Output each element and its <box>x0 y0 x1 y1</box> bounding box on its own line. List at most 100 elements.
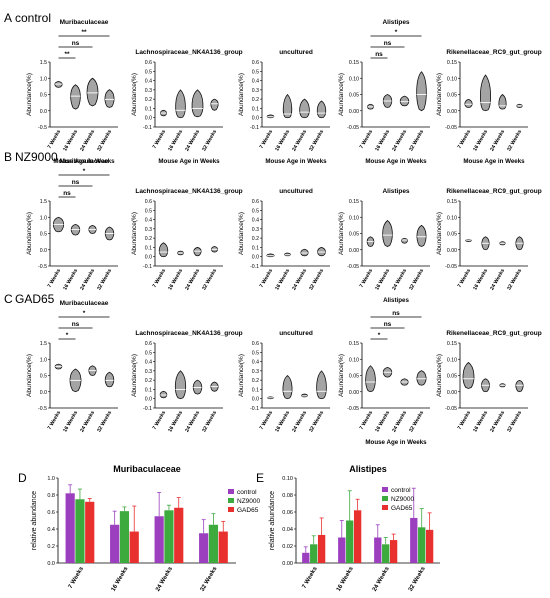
y-tick-label: -0.1 <box>143 264 152 270</box>
violin-mark <box>299 98 310 119</box>
x-tick-label: 7 Weeks <box>359 129 375 150</box>
y-axis-label: Abundance(%) <box>26 212 33 255</box>
x-tick-label: 16 Weeks <box>167 268 184 291</box>
y-axis-label: Abundance(%) <box>238 212 245 255</box>
y-tick-label: -0.1 <box>250 406 259 412</box>
y-tick-label: 1.0 <box>40 357 47 363</box>
y-tick-label: 0.3 <box>252 227 259 233</box>
x-tick-label: 7 Weeks <box>152 129 168 150</box>
y-tick-label: 0.15 <box>349 341 359 347</box>
panel-group-label: NZ9000 <box>15 150 58 164</box>
y-tick-label: -0.1 <box>250 264 259 270</box>
violin-mark <box>498 93 507 110</box>
bar-mark <box>317 534 326 563</box>
significance-label: ns <box>384 40 392 47</box>
violin-mark <box>86 77 99 107</box>
x-tick-label: 7 Weeks <box>457 410 473 431</box>
panel-group-label: GAD65 <box>15 292 55 306</box>
x-tick-label: 24 Weeks <box>489 410 506 433</box>
significance-label: ns <box>384 321 392 328</box>
legend-label: control <box>391 487 411 494</box>
y-tick-label: 0.0 <box>252 397 259 403</box>
x-tick-label: 16 Weeks <box>336 565 355 592</box>
x-tick-label: 16 Weeks <box>472 129 489 152</box>
legend-swatch <box>228 498 234 503</box>
x-tick-label: 16 Weeks <box>472 410 489 433</box>
x-tick-label: 32 Weeks <box>506 268 523 291</box>
bar-mark <box>119 511 130 563</box>
y-tick-label: 0.0 <box>145 397 152 403</box>
y-tick-label: -0.1 <box>250 125 259 131</box>
x-tick-label: 32 Weeks <box>506 129 523 152</box>
y-tick-label: 0.5 <box>145 350 152 356</box>
y-tick-label: 0.5 <box>145 69 152 75</box>
legend-label: NZ9000 <box>237 498 261 505</box>
legend-label: GAD65 <box>391 505 413 512</box>
significance-label: ns <box>63 190 71 197</box>
x-axis-label: Mouse Age in Weeks <box>365 158 427 165</box>
y-tick-label: 0.15 <box>349 199 359 205</box>
significance-label: ns <box>72 40 80 47</box>
x-tick-label: 24 Weeks <box>184 129 201 152</box>
x-tick-label: 7 Weeks <box>259 410 275 431</box>
panel-letter: C <box>4 292 13 306</box>
x-tick-label: 24 Weeks <box>391 268 408 291</box>
bar-mark <box>382 544 390 563</box>
subplot-title: Muribaculaceae <box>60 19 109 26</box>
bar-mark <box>374 537 382 563</box>
violin-mark <box>416 224 427 247</box>
x-tick-label: 7 Weeks <box>359 268 375 289</box>
y-tick-label: 0.10 <box>349 357 359 363</box>
bar-mark <box>310 544 318 563</box>
x-tick-label: 16 Weeks <box>274 129 291 152</box>
x-tick-label: 16 Weeks <box>62 410 79 433</box>
bar-mark <box>110 524 120 563</box>
y-tick-label: -0.1 <box>143 125 152 131</box>
y-tick-label: 0.0 <box>145 255 152 261</box>
bar-mark <box>353 510 362 563</box>
x-tick-label: 24 Weeks <box>291 410 308 433</box>
x-tick-label: 32 Weeks <box>308 129 325 152</box>
y-tick-label: 0.5 <box>252 208 259 214</box>
y-tick-label: 0.00 <box>349 109 359 115</box>
x-tick-label: 24 Weeks <box>489 129 506 152</box>
x-tick-label: 32 Weeks <box>408 410 425 433</box>
violin-mark <box>515 379 524 393</box>
y-tick-label: -0.05 <box>347 125 359 131</box>
x-tick-label: 7 Weeks <box>152 410 168 431</box>
y-tick-label: 0.0 <box>40 248 47 254</box>
y-tick-label: 0.05 <box>447 232 457 238</box>
y-tick-label: 0.4 <box>252 79 259 85</box>
violin-mark <box>416 370 427 386</box>
bar-mark <box>65 493 75 563</box>
y-tick-label: 0.10 <box>447 357 457 363</box>
violin-mark <box>479 74 492 112</box>
y-tick-label: 0.10 <box>349 76 359 82</box>
x-tick-label: 7 Weeks <box>359 410 375 431</box>
subplot-title: Muribaculaceae <box>60 158 109 165</box>
y-axis-label: Abundance(%) <box>26 73 33 116</box>
significance-label: ns <box>72 179 80 186</box>
legend-swatch <box>228 507 234 512</box>
legend-label: NZ9000 <box>391 496 415 503</box>
subplot-title: Alistipes <box>382 188 409 195</box>
x-tick-label: 24 Weeks <box>79 410 96 433</box>
legend-label: control <box>237 489 257 496</box>
y-tick-label: 0.3 <box>145 88 152 94</box>
violin-mark <box>193 247 202 257</box>
y-tick-label: 0.1 <box>252 245 259 251</box>
y-tick-label: 0.0 <box>47 561 55 567</box>
y-tick-label: 0.5 <box>145 208 152 214</box>
violin-mark <box>382 220 393 247</box>
y-tick-label: 0.8 <box>47 493 55 499</box>
x-tick-label: 32 Weeks <box>96 268 113 291</box>
violin-mark <box>158 242 169 258</box>
panel-letter: A <box>4 11 12 25</box>
violin-mark <box>266 253 275 258</box>
violin-mark <box>104 371 115 388</box>
x-tick-label: 16 Weeks <box>111 565 130 592</box>
y-tick-label: -0.05 <box>347 406 359 412</box>
violin-mark <box>175 89 186 119</box>
y-tick-label: 0.4 <box>145 218 152 224</box>
